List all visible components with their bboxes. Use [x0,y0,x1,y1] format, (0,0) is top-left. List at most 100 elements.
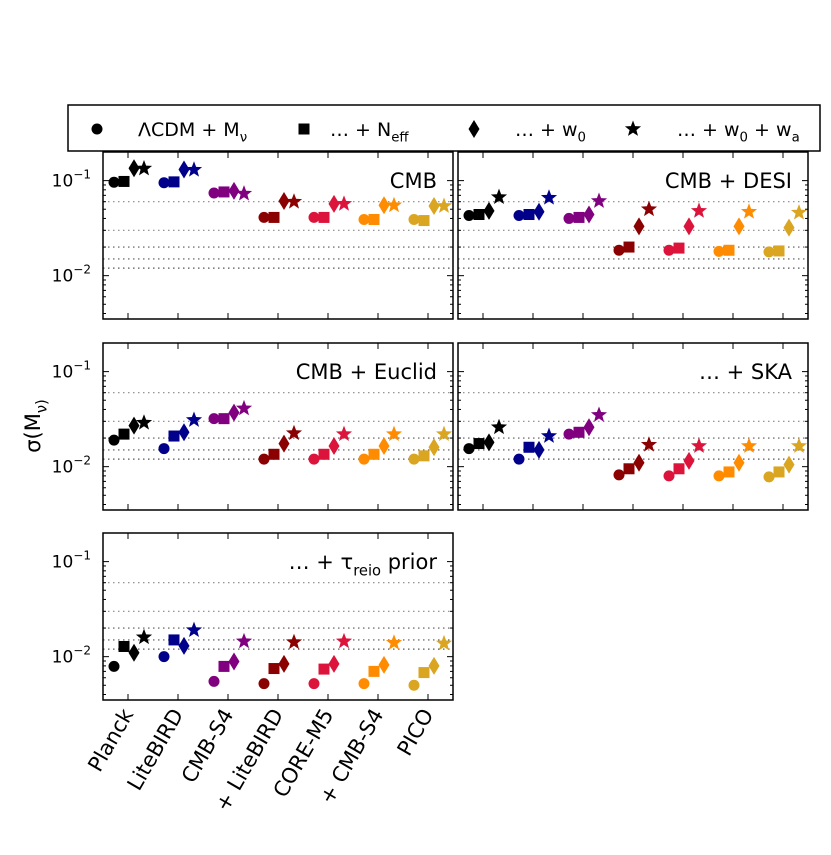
y-tick-label: 10−2 [52,263,91,287]
point-planck-circle [463,443,475,455]
point-cmb-s4-circle [208,675,220,687]
point-litebird-circle [158,443,170,455]
point-cmb-s4-star [590,192,608,208]
point-core-m5-star [335,195,353,211]
point-litebird-circle [158,651,170,663]
legend-square-marker [298,123,310,135]
point-cmb-s4-diamond [228,181,240,200]
point-cmb-s4-circle [208,187,220,199]
point-cmb-s4-square [368,665,380,677]
point-core-m5-circle [308,678,320,690]
point-cmb-s4-diamond [378,655,390,674]
legend-diamond-marker [468,120,480,138]
point-core-m5-square [318,448,330,460]
point-cmb-s4-circle [358,213,370,225]
point-planck-diamond [128,416,140,435]
point-litebird-circle [613,469,625,481]
panel-ska: … + SKA [457,342,809,511]
point-planck-star [135,628,153,645]
point-litebird-square [168,176,180,188]
point-pico-diamond [428,656,440,675]
point-core-m5-square [673,242,685,254]
point-cmb-s4-square [573,426,585,438]
point-litebird-star [185,161,203,177]
point-planck-star [490,188,508,205]
point-pico-diamond [783,455,795,474]
point-litebird-square [523,209,535,221]
point-planck-diamond [483,201,495,220]
panel-title: CMB + DESI [665,169,792,193]
point-cmb-s4-square [368,213,380,225]
y-tick-label: 10−2 [52,644,91,668]
point-cmb-s4-star [235,185,253,201]
point-cmb-s4-circle [713,245,725,257]
panel-title: … + τreio prior [289,550,438,579]
point-litebird-star [285,633,303,650]
point-cmb-s4-circle [358,453,370,465]
point-cmb-s4-star [385,634,403,650]
point-core-m5-star [690,437,708,453]
point-core-m5-diamond [328,194,340,213]
point-pico-square [773,245,785,257]
point-litebird-square [168,430,180,442]
point-cmb-s4-star [385,425,403,441]
point-pico-circle [408,213,420,225]
panel-frame [102,151,454,320]
point-litebird-circle [158,177,170,189]
y-tick-label: 10−2 [52,454,91,478]
point-cmb-s4-square [368,448,380,460]
point-litebird-star [640,200,658,217]
point-planck-star [135,160,153,176]
point-core-m5-square [318,211,330,223]
point-cmb-s4-diamond [583,418,595,437]
point-litebird-star [285,193,303,209]
point-pico-star [435,197,453,213]
legend-box [67,104,821,152]
point-planck-circle [108,660,120,672]
point-litebird-diamond [278,192,290,211]
legend-circle-marker [91,123,103,135]
panel-title: CMB + Euclid [296,360,437,384]
point-planck-diamond [483,433,495,452]
point-pico-circle [408,679,420,691]
point-planck-square [473,438,485,450]
point-pico-star [435,634,453,651]
point-litebird-square [268,211,280,223]
point-pico-star [790,204,808,220]
point-core-m5-circle [663,470,675,482]
point-litebird-diamond [278,434,290,453]
point-litebird-diamond [633,453,645,472]
point-cmb-s4-diamond [228,403,240,422]
point-pico-square [418,667,430,679]
point-core-m5-star [335,632,353,649]
point-pico-diamond [428,438,440,457]
point-litebird-circle [513,209,525,221]
point-litebird-square [523,441,535,453]
point-pico-square [418,450,430,462]
point-litebird-square [268,663,280,675]
point-core-m5-circle [663,244,675,256]
point-cmb-s4-square [218,186,230,198]
y-axis-label: σ(Mν) [21,399,50,453]
point-core-m5-diamond [328,436,340,455]
point-cmb-s4-star [740,437,758,453]
point-cmb-s4-square [218,413,230,425]
point-cmb-s4-diamond [378,436,390,455]
point-cmb-s4-circle [713,470,725,482]
point-litebird-star [285,424,303,441]
y-axis-label-text: σ(Mν) [21,399,50,453]
point-litebird-circle [613,244,625,256]
point-litebird-diamond [278,654,290,673]
point-cmb-s4-circle [358,678,370,690]
point-planck-circle [108,176,120,188]
y-tick-label: 10−1 [52,359,91,383]
point-litebird-circle [258,211,270,223]
x-tick-label-pico: PICO [393,705,439,760]
panel-reio-prior: 10−1 10−2 … + τreio prior [52,532,454,701]
point-pico-circle [408,453,420,465]
y-tick-label: 10−1 [52,168,91,192]
point-core-m5-diamond [683,217,695,236]
point-pico-circle [763,471,775,483]
point-cmb-s4-star [385,196,403,213]
